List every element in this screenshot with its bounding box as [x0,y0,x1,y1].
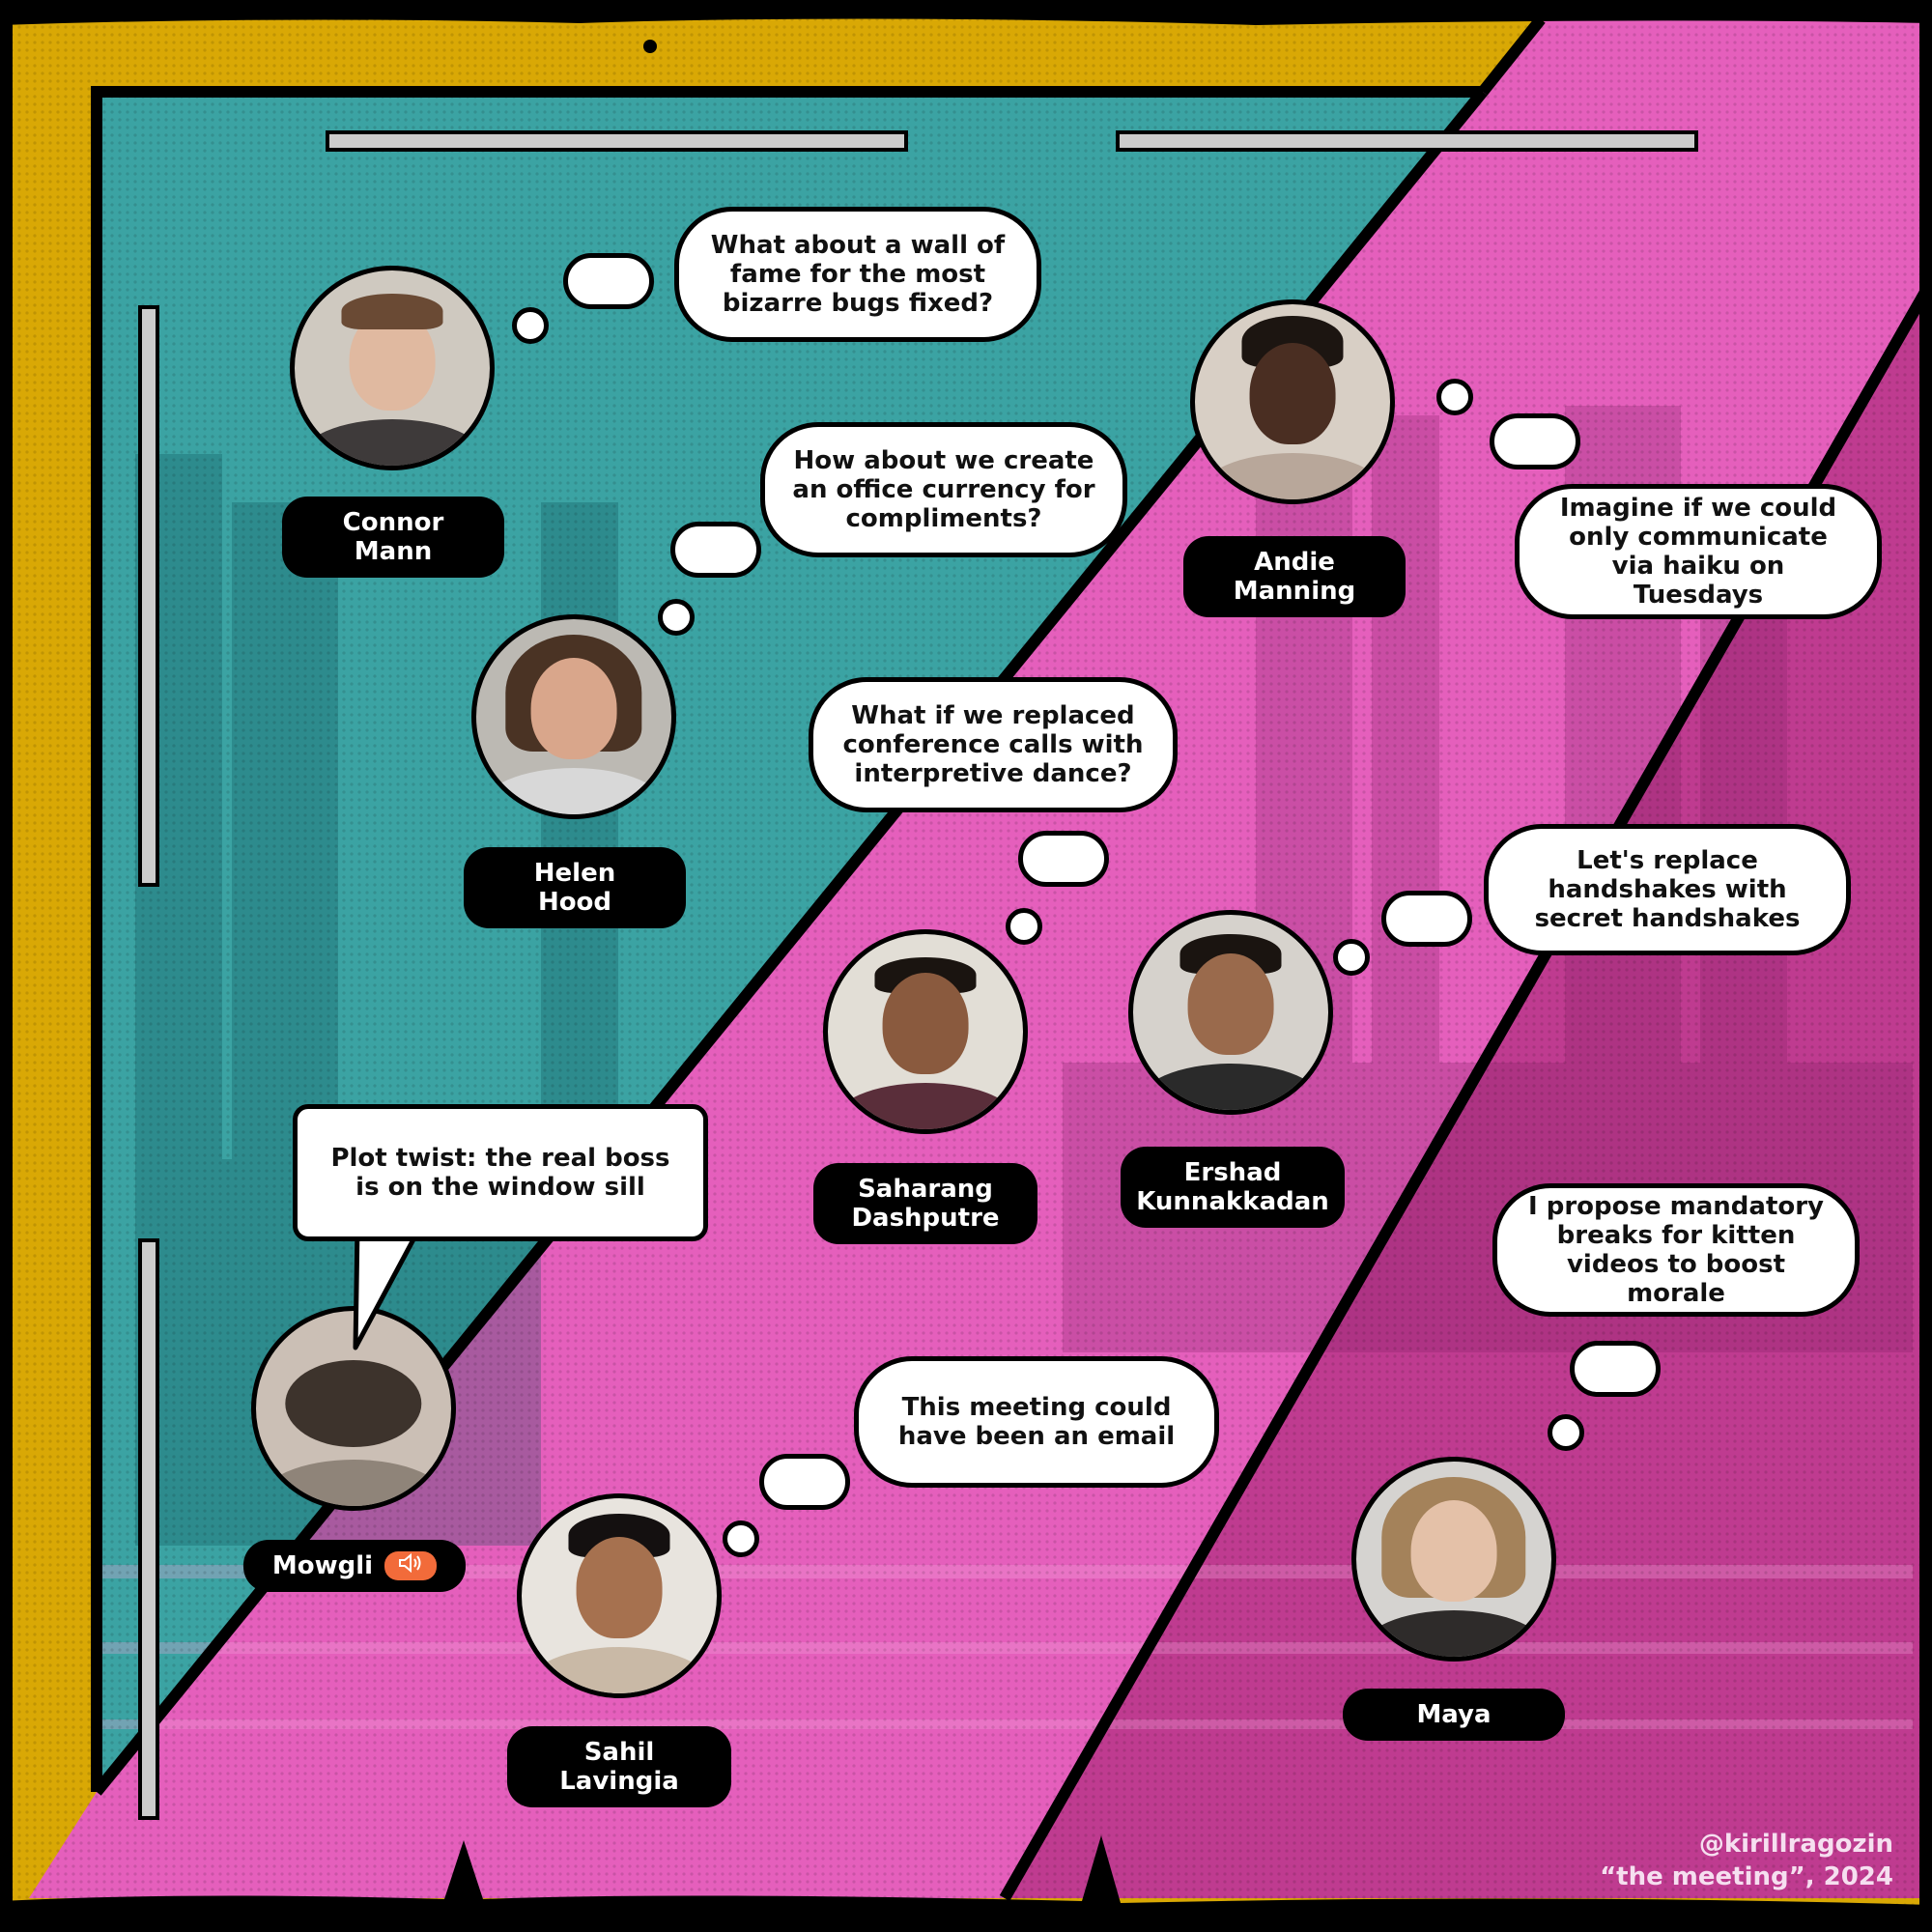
left-upper-bar [138,305,159,887]
name-last: Dashputre [851,1204,1000,1233]
name-tag-maya: Maya [1343,1689,1565,1741]
thought-dot [1333,939,1370,976]
name-first: Ershad [1183,1158,1282,1187]
name-last: Hood [537,888,612,917]
name-tag-ershad-kunnakkadan: Ershad Kunnakkadan [1121,1147,1345,1228]
thought-dot [1548,1414,1584,1451]
avatar-helen-hood [471,614,676,819]
name-last: Kunnakkadan [1136,1187,1329,1216]
avatar-ershad-kunnakkadan [1128,910,1333,1115]
avatar-maya [1351,1457,1556,1662]
avatar-saharang-dashputre [823,929,1028,1134]
artist-credit: @kirillragozin “the meeting”, 2024 [1600,1828,1893,1893]
top-right-bar [1116,130,1698,152]
name-first: Saharang [858,1175,993,1204]
name-last: Lavingia [559,1767,679,1796]
thought-puff [563,253,654,309]
credit-title: “the meeting”, 2024 [1600,1862,1893,1891]
speaker-icon[interactable] [384,1551,438,1580]
thought-puff [759,1454,850,1510]
speech-bubble-ershad: Let's replace handshakes with secret han… [1484,824,1851,955]
name-tag-connor-mann: Connor Mann [282,497,504,578]
thought-puff [670,522,761,578]
name-last: Manning [1233,577,1356,606]
speech-bubble-maya: I propose mandatory breaks for kitten vi… [1492,1183,1860,1317]
name-tag-sahil-lavingia: Sahil Lavingia [507,1726,731,1807]
thought-dot [723,1520,759,1557]
avatar-andie-manning [1190,299,1395,504]
name-first: Mowgli [271,1551,374,1580]
speech-bubble-andie: Imagine if we could only communicate via… [1515,484,1882,619]
name-tag-saharang-dashputre: Saharang Dashputre [813,1163,1037,1244]
avatar-connor-mann [290,266,495,470]
thought-puff [1381,891,1472,947]
thought-puff [1490,413,1580,469]
name-last: Mann [354,537,433,566]
name-first: Helen [533,859,616,888]
avatar-mowgli [251,1306,456,1511]
speech-tail [353,1227,423,1350]
thought-puff [1018,831,1109,887]
speech-bubble-saharang: What if we replaced conference calls wit… [809,677,1178,812]
thought-puff [1570,1341,1661,1397]
top-left-bar [326,130,908,152]
speech-bubble-helen: How about we create an office currency f… [760,422,1127,557]
name-first: Connor [342,508,444,537]
name-first: Sahil [583,1738,655,1767]
name-first: Maya [1416,1700,1492,1729]
thought-dot [512,307,549,344]
thought-dot [1006,908,1042,945]
name-first: Andie [1254,548,1335,577]
left-lower-bar [138,1238,159,1820]
thought-dot [658,599,695,636]
speech-bubble-connor: What about a wall of fame for the most b… [674,207,1041,342]
speech-bubble-sahil: This meeting could have been an email [854,1356,1219,1488]
name-tag-helen-hood: Helen Hood [464,847,686,928]
credit-handle: @kirillragozin [1698,1830,1893,1859]
speech-bubble-mowgli: Plot twist: the real boss is on the wind… [293,1104,708,1241]
thought-dot [1436,379,1473,415]
name-tag-mowgli: Mowgli [243,1540,466,1592]
avatar-sahil-lavingia [517,1493,722,1698]
name-tag-andie-manning: Andie Manning [1183,536,1406,617]
